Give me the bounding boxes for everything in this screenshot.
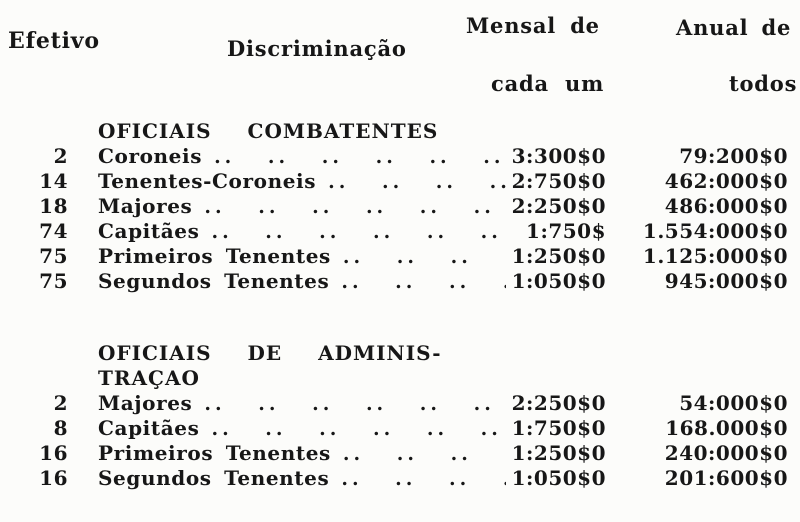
rank-cell: Primeiros Tenentes <box>98 441 331 465</box>
annual-cell: 1.554:000$0 <box>642 219 788 243</box>
monthly-cell: 1:050$0 <box>511 466 606 490</box>
pay-table: OFICIAIS COMBATENTES 2 Coroneis .. .. ..… <box>0 119 800 491</box>
monthly-cell: 1:250$0 <box>511 441 606 465</box>
table-row: 8 Capitães .. .. .. .. .. .. .. .. .. ..… <box>0 416 788 441</box>
column-header-anual-line2: todos <box>729 71 798 96</box>
column-header-anual-line1: Anual de <box>676 15 792 40</box>
rank-cell: Segundos Tenentes <box>98 466 330 490</box>
table-row: 18 Majores .. .. .. .. .. .. .. .. .. ..… <box>0 194 788 219</box>
efetivo-cell: 14 <box>39 169 68 193</box>
annual-cell: 945:000$0 <box>664 269 788 293</box>
section-title-administracao-line2: TRAÇAO <box>98 366 200 390</box>
table-row: 16 Segundos Tenentes .. .. .. .. .. .. .… <box>0 466 788 491</box>
leader-dots: .. .. .. .. .. .. .. .. .. .. .. .. .. .… <box>204 393 506 415</box>
annual-cell: 54:000$0 <box>679 391 788 415</box>
efetivo-cell: 18 <box>39 194 68 218</box>
monthly-cell: 1:250$0 <box>511 244 606 268</box>
rank-cell: Majores <box>98 194 193 218</box>
table-row: 75 Segundos Tenentes .. .. .. .. .. .. .… <box>0 269 788 294</box>
efetivo-cell: 74 <box>39 219 68 243</box>
column-header-efetivo: Efetivo <box>8 28 100 54</box>
table-row: 16 Primeiros Tenentes .. .. .. .. .. .. … <box>0 441 788 466</box>
table-row: 74 Capitães .. .. .. .. .. .. .. .. .. .… <box>0 219 788 244</box>
table-row: 14 Tenentes-Coroneis .. .. .. .. .. .. .… <box>0 169 788 194</box>
column-header-mensal-line1: Mensal de <box>466 13 600 38</box>
rank-cell: Segundos Tenentes <box>98 269 330 293</box>
leader-dots: .. .. .. .. .. .. .. .. .. .. .. .. .. .… <box>204 196 506 218</box>
efetivo-cell: 2 <box>53 144 68 168</box>
annual-cell: 201:600$0 <box>664 466 788 490</box>
table-row: 2 Majores .. .. .. .. .. .. .. .. .. .. … <box>0 391 788 416</box>
rank-cell: Primeiros Tenentes <box>98 244 331 268</box>
section-title-administracao-line1: OFICIAIS DE ADMINIS- <box>98 341 442 365</box>
annual-cell: 462:000$0 <box>664 169 788 193</box>
annual-cell: 240:000$0 <box>664 441 788 465</box>
rank-cell: Coroneis <box>98 144 203 168</box>
leader-dots: .. .. .. .. .. .. .. .. .. .. .. .. .. .… <box>211 221 506 243</box>
table-row: 2 Coroneis .. .. .. .. .. .. .. .. .. ..… <box>0 144 788 169</box>
leader-dots: .. .. .. .. .. .. .. .. .. .. .. .. .. .… <box>341 271 506 293</box>
efetivo-cell: 8 <box>53 416 68 440</box>
monthly-cell: 2:750$0 <box>511 169 606 193</box>
rank-cell: Capitães <box>98 416 200 440</box>
monthly-cell: 2:250$0 <box>511 194 606 218</box>
rank-cell: Majores <box>98 391 193 415</box>
efetivo-cell: 2 <box>53 391 68 415</box>
leader-dots: .. .. .. .. .. .. .. .. .. .. .. .. .. .… <box>328 171 506 193</box>
leader-dots: .. .. .. .. .. .. .. .. .. .. .. .. .. .… <box>214 146 506 168</box>
leader-dots: .. .. .. .. .. .. .. .. .. .. .. .. .. .… <box>211 418 506 440</box>
annual-cell: 1.125:000$0 <box>642 244 788 268</box>
efetivo-cell: 75 <box>39 269 68 293</box>
leader-dots: .. .. .. .. .. .. .. .. .. .. .. .. .. .… <box>342 246 506 268</box>
monthly-cell: 1:750$ <box>526 219 606 243</box>
leader-dots: .. .. .. .. .. .. .. .. .. .. .. .. .. .… <box>341 468 506 490</box>
monthly-cell: 1:050$0 <box>511 269 606 293</box>
efetivo-cell: 16 <box>39 466 68 490</box>
efetivo-cell: 75 <box>39 244 68 268</box>
leader-dots: .. .. .. .. .. .. .. .. .. .. .. .. .. .… <box>342 443 506 465</box>
column-header-mensal-line2: cada um <box>491 71 605 96</box>
efetivo-cell: 16 <box>39 441 68 465</box>
monthly-cell: 2:250$0 <box>511 391 606 415</box>
section-title-combatentes: OFICIAIS COMBATENTES <box>98 119 439 143</box>
monthly-cell: 1:750$0 <box>511 416 606 440</box>
annual-cell: 486:000$0 <box>664 194 788 218</box>
column-header-discriminacao: Discriminação <box>227 36 407 61</box>
annual-cell: 79:200$0 <box>679 144 788 168</box>
rank-cell: Capitães <box>98 219 200 243</box>
annual-cell: 168.000$0 <box>665 416 788 440</box>
monthly-cell: 3:300$0 <box>511 144 606 168</box>
table-row: 75 Primeiros Tenentes .. .. .. .. .. .. … <box>0 244 788 269</box>
rank-cell: Tenentes-Coroneis <box>98 169 317 193</box>
